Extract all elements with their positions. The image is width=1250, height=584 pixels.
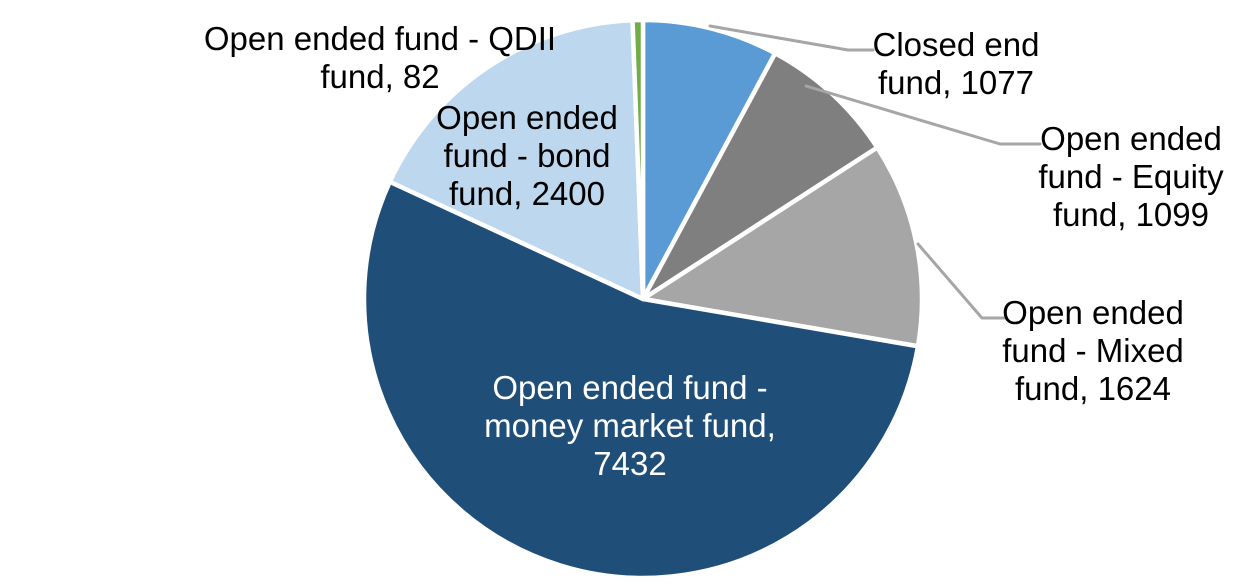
data-label-bond-fund: Open ended fund - bond fund, 2400	[436, 99, 618, 212]
pie-slices-group	[361, 17, 925, 581]
pie-slice-open-ended-fund-bond-fund	[387, 17, 646, 302]
leader-line-equity-fund	[804, 84, 1042, 146]
data-label-qdii-fund: Open ended fund - QDII fund, 82	[203, 20, 557, 95]
data-label-closed-end-fund: Closed end fund, 1077	[872, 26, 1040, 101]
leader-lines-group	[708, 24, 1042, 320]
data-label-money-market-fund: Open ended fund - money market fund, 743…	[484, 369, 776, 482]
pie-slice-open-ended-fund-money-market-fund	[361, 179, 921, 581]
leader-line-mixed-fund	[916, 242, 1006, 320]
data-label-mixed-fund: Open ended fund - Mixed fund, 1624	[1002, 294, 1184, 407]
data-label-equity-fund: Open ended fund - Equity fund, 1099	[1038, 120, 1224, 233]
pie-slice-open-ended-fund-qdii-fund	[630, 17, 646, 302]
leader-line-closed-end-fund	[708, 24, 875, 52]
pie-slice-open-ended-fund-mixed-fund	[640, 145, 925, 349]
pie-slice-closed-end-fund	[640, 17, 778, 302]
